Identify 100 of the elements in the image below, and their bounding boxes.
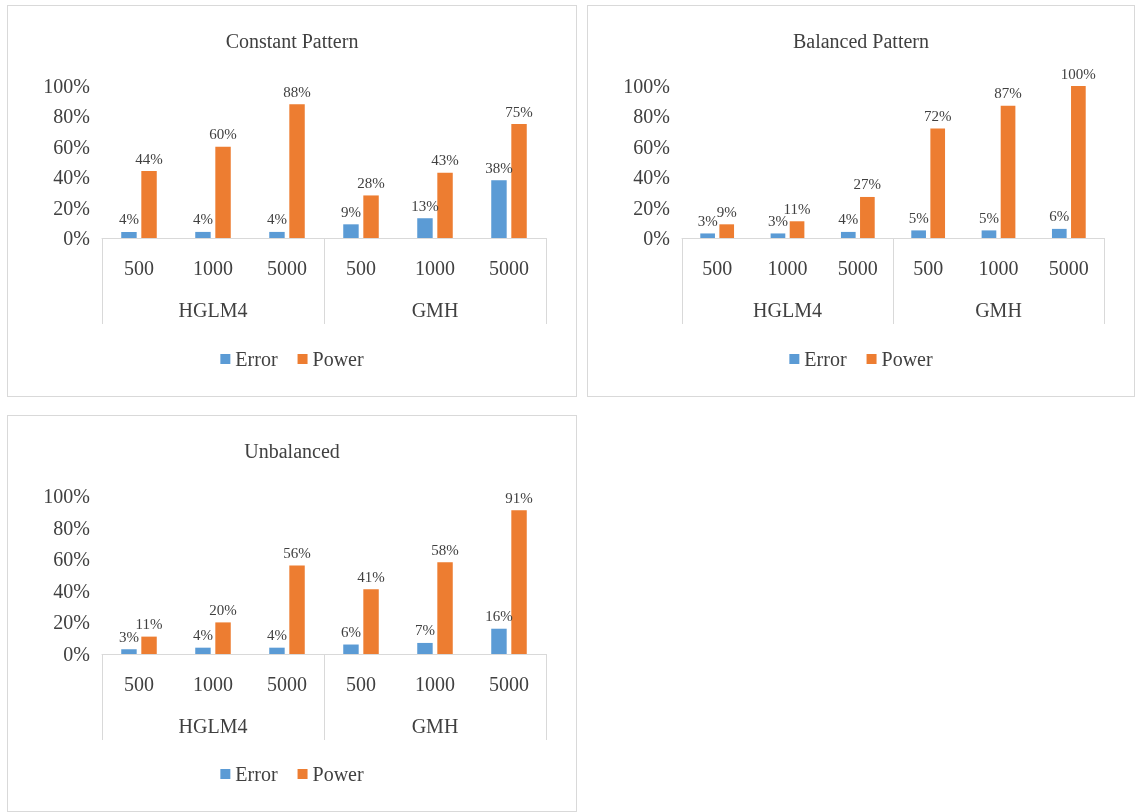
data-label: 4% — [266, 627, 287, 644]
bar — [491, 180, 507, 238]
bar — [1071, 86, 1086, 238]
bar — [343, 644, 359, 654]
data-label: 20% — [209, 601, 237, 618]
data-label: 3% — [697, 212, 718, 229]
x-tick-label: 5000 — [267, 257, 307, 279]
data-label: 43% — [431, 152, 459, 169]
bar — [789, 221, 805, 238]
data-label: 41% — [357, 568, 385, 585]
y-tick-label: 20% — [633, 196, 670, 219]
data-label: 91% — [505, 489, 533, 506]
data-label: 9% — [716, 203, 737, 220]
x-tick-label: 1000 — [193, 257, 233, 279]
bar — [141, 636, 157, 654]
y-tick-label: 0% — [643, 227, 670, 249]
bar — [195, 647, 211, 654]
y-tick-label: 60% — [53, 548, 90, 571]
bar — [511, 510, 527, 654]
chart-title: Unbalanced — [244, 440, 340, 462]
bar — [840, 231, 856, 238]
data-label: 5% — [908, 209, 929, 226]
data-label: 4% — [192, 211, 213, 228]
bar — [121, 231, 137, 238]
x-tick-label: 500 — [913, 257, 944, 279]
y-tick-label: 60% — [633, 135, 670, 158]
bar — [437, 562, 453, 654]
bar — [719, 224, 735, 238]
data-label: 100% — [1060, 65, 1096, 82]
text: HGLM4 — [178, 299, 248, 321]
data-label: 88% — [283, 83, 311, 100]
x-tick-label: 5000 — [837, 257, 878, 279]
bar — [195, 231, 211, 238]
bar — [215, 622, 231, 654]
bar — [981, 230, 997, 238]
x-tick-label: 1000 — [415, 673, 455, 695]
data-label: 4% — [192, 627, 213, 644]
data-label: 56% — [283, 545, 311, 562]
text: GMH — [411, 715, 459, 737]
chart-title: Constant Pattern — [225, 30, 359, 52]
data-label: 4% — [118, 211, 139, 228]
data-label: 28% — [357, 174, 385, 191]
x-tick-label: 500 — [346, 673, 376, 695]
x-tick-label: 5000 — [1048, 257, 1089, 279]
data-label: 4% — [266, 211, 287, 228]
y-tick-label: 0% — [63, 643, 90, 665]
text: HGLM4 — [753, 299, 822, 321]
x-tick-label: 5000 — [267, 673, 307, 695]
bar — [289, 104, 305, 238]
bar — [343, 224, 359, 238]
y-tick-label: 80% — [53, 105, 90, 128]
data-label: 44% — [135, 150, 163, 167]
data-label: 6% — [340, 624, 361, 641]
bar — [141, 171, 157, 238]
y-tick-label: 100% — [43, 485, 90, 507]
y-tick-label: 100% — [43, 75, 90, 97]
bar — [860, 196, 875, 238]
bar — [363, 195, 379, 238]
bar — [700, 233, 715, 238]
legend-label: Error — [235, 348, 278, 370]
x-tick-label: 500 — [702, 257, 733, 279]
x-tick-label: 500 — [124, 257, 154, 279]
y-tick-label: 80% — [53, 516, 90, 539]
bar — [930, 128, 946, 238]
legend-label: Error — [235, 763, 278, 785]
y-tick-label: 20% — [53, 611, 90, 634]
legend-label: Power — [312, 348, 364, 370]
bar — [215, 146, 231, 238]
data-label: 60% — [209, 126, 237, 143]
data-label: 87% — [994, 85, 1022, 102]
bar — [1051, 228, 1067, 238]
y-tick-label: 80% — [633, 105, 670, 128]
y-tick-label: 40% — [633, 166, 670, 189]
bar — [491, 628, 507, 654]
bar — [417, 218, 433, 238]
bar — [511, 124, 527, 238]
data-label: 9% — [340, 203, 361, 220]
x-tick-label: 1000 — [415, 257, 455, 279]
text: GMH — [975, 299, 1022, 321]
data-label: 75% — [505, 103, 533, 120]
data-label: 4% — [838, 211, 859, 228]
bar — [1000, 105, 1016, 238]
bar — [417, 642, 433, 654]
bar — [269, 647, 285, 654]
bar — [363, 589, 379, 654]
data-label: 11% — [783, 200, 811, 217]
legend-label: Error — [804, 348, 847, 370]
y-tick-label: 60% — [53, 135, 90, 158]
data-label: 5% — [978, 209, 999, 226]
y-tick-label: 0% — [63, 227, 90, 249]
x-tick-label: 5000 — [489, 257, 529, 279]
legend-label: Power — [312, 763, 364, 785]
y-tick-label: 40% — [53, 579, 90, 602]
x-tick-label: 1000 — [978, 257, 1019, 279]
y-tick-label: 40% — [53, 166, 90, 189]
x-tick-label: 500 — [124, 673, 154, 695]
bar — [121, 649, 137, 654]
data-label: 72% — [923, 108, 952, 125]
y-tick-label: 20% — [53, 196, 90, 219]
data-label: 27% — [853, 176, 882, 193]
